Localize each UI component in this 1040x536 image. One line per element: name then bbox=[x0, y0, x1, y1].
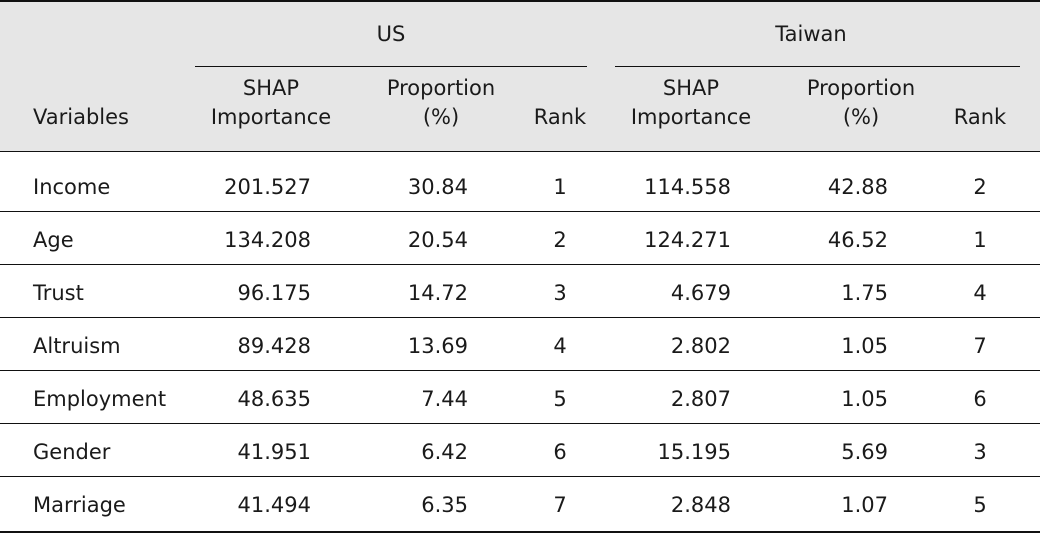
us-proportion-value: 14.72 bbox=[407, 281, 468, 305]
us-shap-value: 41.951 bbox=[237, 440, 311, 464]
taiwan-proportion-value: 1.05 bbox=[841, 334, 888, 358]
us-shap-value: 41.494 bbox=[237, 493, 311, 517]
us-rank-value: 4 bbox=[553, 334, 567, 358]
group-header-taiwan: Taiwan bbox=[775, 22, 847, 46]
us-proportion-header-line2: (%) bbox=[422, 105, 460, 129]
us-rank-value: 2 bbox=[553, 228, 567, 252]
taiwan-rank-value: 5 bbox=[973, 493, 987, 517]
us-shap-header-line2: Importance bbox=[210, 105, 332, 129]
table-bottom-rule bbox=[0, 531, 1040, 533]
us-proportion-value: 6.35 bbox=[421, 493, 468, 517]
us-shap-value: 134.208 bbox=[224, 228, 311, 252]
us-shap-value: 89.428 bbox=[237, 334, 311, 358]
us-shap-value: 96.175 bbox=[237, 281, 311, 305]
us-rank-value: 7 bbox=[553, 493, 567, 517]
variable-name: Marriage bbox=[33, 493, 126, 517]
variable-name: Age bbox=[33, 228, 74, 252]
taiwan-rank-value: 1 bbox=[973, 228, 987, 252]
taiwan-shap-header-line1: SHAP bbox=[662, 76, 720, 100]
variable-name: Altruism bbox=[33, 334, 121, 358]
taiwan-shap-value: 2.807 bbox=[670, 387, 731, 411]
us-proportion-header-line1: Proportion bbox=[386, 76, 496, 100]
us-shap-header-line1: SHAP bbox=[242, 76, 300, 100]
us-proportion-value: 13.69 bbox=[407, 334, 468, 358]
taiwan-shap-value: 124.271 bbox=[644, 228, 731, 252]
us-shap-value: 48.635 bbox=[237, 387, 311, 411]
row-divider bbox=[0, 264, 1040, 265]
taiwan-rank-value: 6 bbox=[973, 387, 987, 411]
taiwan-shap-value: 2.802 bbox=[670, 334, 731, 358]
taiwan-proportion-value: 46.52 bbox=[827, 228, 888, 252]
taiwan-rank-value: 3 bbox=[973, 440, 987, 464]
taiwan-proportion-value: 1.07 bbox=[841, 493, 888, 517]
us-proportion-value: 6.42 bbox=[421, 440, 468, 464]
taiwan-shap-value: 2.848 bbox=[670, 493, 731, 517]
us-proportion-value: 30.84 bbox=[407, 175, 468, 199]
row-divider bbox=[0, 476, 1040, 477]
taiwan-proportion-value: 42.88 bbox=[827, 175, 888, 199]
taiwan-proportion-value: 1.75 bbox=[841, 281, 888, 305]
row-divider bbox=[0, 211, 1040, 212]
taiwan-rank-header: Rank bbox=[953, 105, 1007, 129]
variable-name: Trust bbox=[33, 281, 84, 305]
group-header-us: US bbox=[376, 22, 406, 46]
variable-name: Income bbox=[33, 175, 111, 199]
taiwan-shap-header-line2: Importance bbox=[630, 105, 752, 129]
taiwan-rank-value: 2 bbox=[973, 175, 987, 199]
us-rank-value: 5 bbox=[553, 387, 567, 411]
taiwan-shap-value: 4.679 bbox=[670, 281, 731, 305]
table-header bbox=[0, 2, 1040, 151]
group-rule-taiwan bbox=[615, 66, 1020, 67]
taiwan-rank-value: 4 bbox=[973, 281, 987, 305]
row-divider bbox=[0, 423, 1040, 424]
us-rank-header: Rank bbox=[533, 105, 587, 129]
header-bottom-rule bbox=[0, 151, 1040, 152]
us-rank-value: 6 bbox=[553, 440, 567, 464]
us-shap-value: 201.527 bbox=[224, 175, 311, 199]
taiwan-shap-value: 15.195 bbox=[657, 440, 731, 464]
taiwan-proportion-header-line1: Proportion bbox=[806, 76, 916, 100]
us-proportion-value: 20.54 bbox=[407, 228, 468, 252]
table-top-rule bbox=[0, 0, 1040, 2]
us-rank-value: 3 bbox=[553, 281, 567, 305]
us-proportion-value: 7.44 bbox=[421, 387, 468, 411]
taiwan-shap-value: 114.558 bbox=[644, 175, 731, 199]
variables-header: Variables bbox=[33, 105, 129, 129]
taiwan-proportion-header-line2: (%) bbox=[842, 105, 880, 129]
group-rule-us bbox=[195, 66, 587, 67]
variable-name: Gender bbox=[33, 440, 111, 464]
us-rank-value: 1 bbox=[553, 175, 567, 199]
taiwan-rank-value: 7 bbox=[973, 334, 987, 358]
variable-name: Employment bbox=[33, 387, 167, 411]
row-divider bbox=[0, 370, 1040, 371]
taiwan-proportion-value: 5.69 bbox=[841, 440, 888, 464]
row-divider bbox=[0, 317, 1040, 318]
taiwan-proportion-value: 1.05 bbox=[841, 387, 888, 411]
